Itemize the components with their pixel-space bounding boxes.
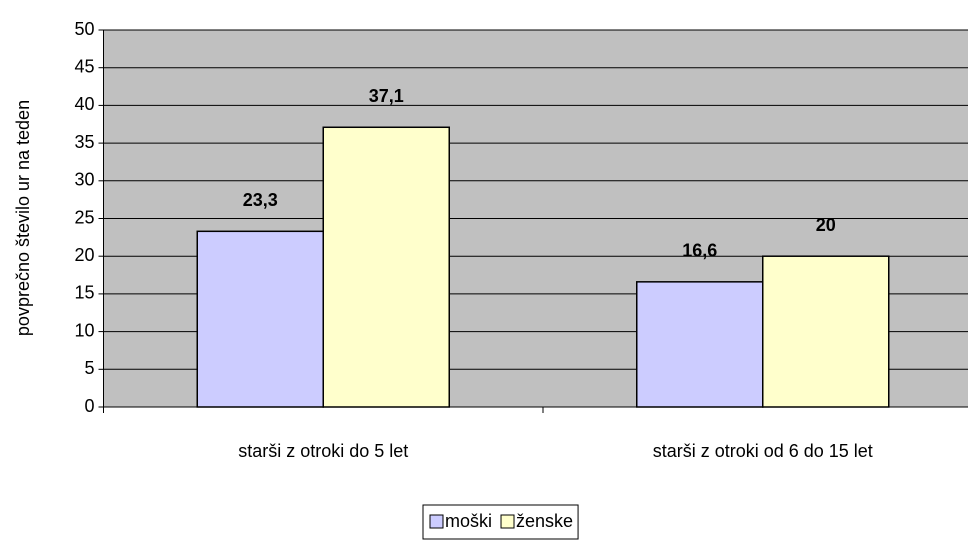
y-tick-label: 0 [84, 396, 94, 416]
y-tick-label: 5 [84, 358, 94, 378]
y-tick-label: 40 [74, 94, 94, 114]
y-tick-label: 10 [74, 320, 94, 340]
y-tick-label: 15 [74, 283, 94, 303]
value-label: 23,3 [243, 190, 278, 210]
y-tick-label: 20 [74, 245, 94, 265]
legend-swatch [500, 514, 515, 529]
x-tick-label: starši z otroki do 5 let [238, 441, 408, 461]
legend-label: ženske [516, 511, 573, 531]
legend-label: moški [445, 511, 492, 531]
y-tick-label: 35 [74, 132, 94, 152]
y-tick-label: 45 [74, 56, 94, 76]
value-label: 16,6 [682, 241, 717, 261]
bar [196, 230, 324, 408]
y-axis-label: povprečno število ur na teden [13, 100, 33, 336]
bar [762, 255, 890, 408]
y-tick-label: 30 [74, 170, 94, 190]
bar [322, 126, 450, 408]
value-label: 20 [816, 215, 836, 235]
y-tick-label: 25 [74, 207, 94, 227]
bar [636, 281, 764, 408]
legend-swatch [429, 514, 444, 529]
y-tick-label: 50 [74, 19, 94, 39]
x-tick-label: starši z otroki od 6 do 15 let [653, 441, 873, 461]
value-label: 37,1 [369, 86, 404, 106]
